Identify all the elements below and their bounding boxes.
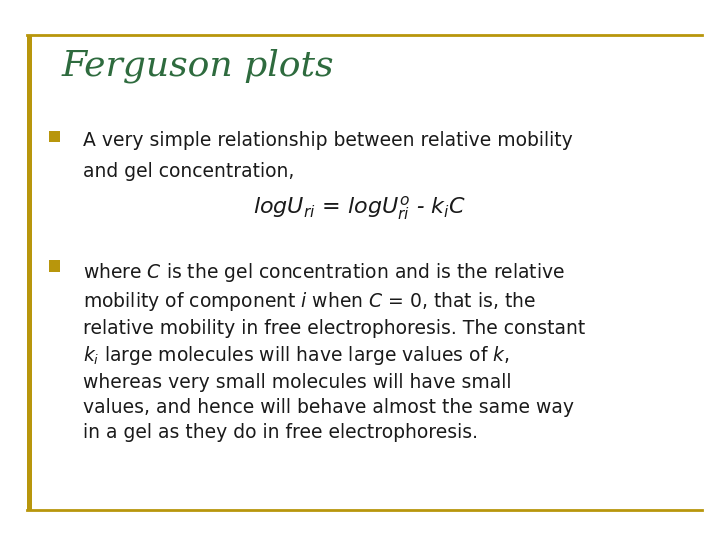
Text: A very simple relationship between relative mobility: A very simple relationship between relat… [83,131,572,150]
Text: and gel concentration,: and gel concentration, [83,162,294,181]
Bar [27,35,32,510]
Text: where $C$ is the gel concentration and is the relative
mobility of component $i$: where $C$ is the gel concentration and i… [83,261,585,442]
Text: $\mathit{log}U_{ri}$ = $\mathit{log}U_{ri}^{o}$ - $k_iC$: $\mathit{log}U_{ri}$ = $\mathit{log}U_{r… [253,194,467,222]
Text: Ferguson plots: Ferguson plots [61,49,333,83]
Bar [49,260,60,272]
Bar [49,131,60,142]
